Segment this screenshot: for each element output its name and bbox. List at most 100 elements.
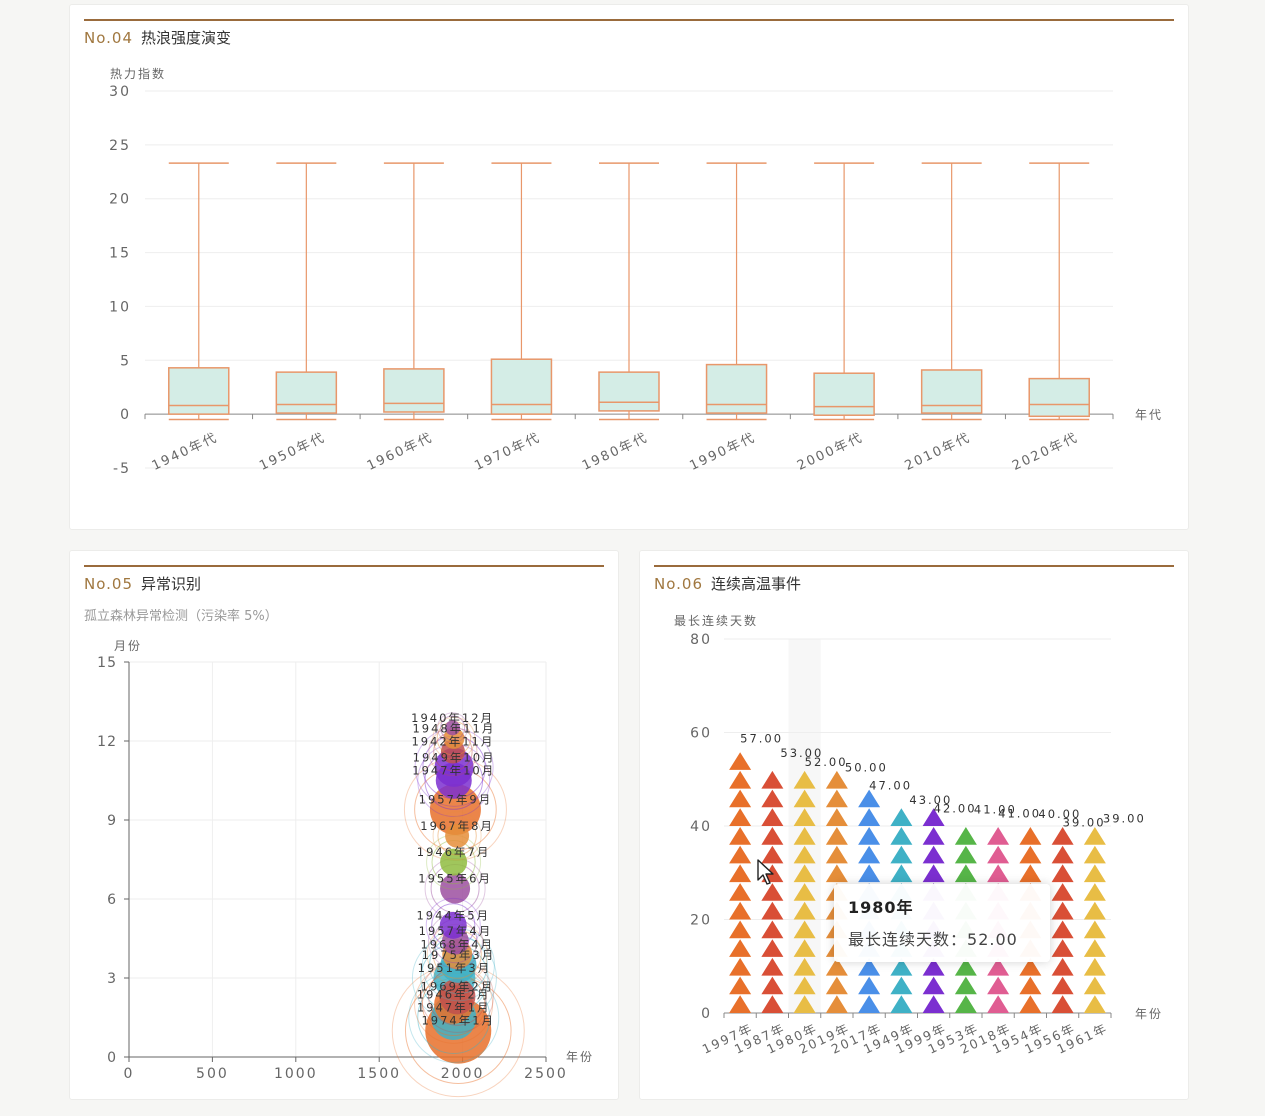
panel-heatwave-intensity: No.04 热浪强度演变 -5 0 5 10 15 20 25 30 热力指数 年代 1940年代 19… bbox=[69, 4, 1189, 530]
scatter-point-label: 1940年12月 bbox=[411, 711, 494, 725]
y-tick-label: 0 bbox=[120, 407, 131, 423]
scatter-point bbox=[439, 911, 467, 939]
y-tick-label: 15 bbox=[97, 655, 117, 671]
y-axis-title: 最长连续天数 bbox=[674, 613, 758, 628]
panel-title: No.04 热浪强度演变 bbox=[84, 27, 231, 48]
pictorial-bar bbox=[761, 770, 784, 1013]
scatter-ripple bbox=[432, 716, 476, 760]
scatter-ripple bbox=[437, 816, 477, 856]
panel-top-rule bbox=[654, 565, 1174, 567]
y-tick-label: 25 bbox=[109, 138, 131, 154]
scatter-point-label: 1946年2月 bbox=[417, 987, 491, 1001]
box-iqr bbox=[1028, 377, 1090, 418]
scatter-ripple bbox=[432, 811, 482, 861]
y-tick-label: 15 bbox=[109, 246, 131, 262]
scatter-point-label: 1957年4月 bbox=[419, 924, 493, 938]
scatter-point bbox=[440, 873, 471, 904]
y-tick-label: 80 bbox=[690, 632, 712, 648]
scatter-point-label: 1947年10月 bbox=[412, 764, 495, 778]
bar-value-label: 39.00 bbox=[1103, 812, 1146, 826]
scatter-point-label: 1969年2月 bbox=[421, 979, 495, 993]
y-tick-label: 3 bbox=[107, 971, 117, 987]
box-iqr bbox=[490, 358, 553, 415]
chart-subtitle: 孤立森林异常检测（污染率 5%） bbox=[84, 609, 278, 624]
scatter-chart[interactable]: 0 500 1000 1500 2000 250003691215月份年份1974年1月1… bbox=[70, 551, 620, 1101]
bar-value-label: 41.00 bbox=[998, 806, 1041, 820]
pictorial-bar bbox=[987, 827, 1010, 1013]
tooltip-title: 1980年 bbox=[848, 898, 914, 917]
box-iqr bbox=[705, 363, 768, 414]
y-axis-title: 热力指数 bbox=[110, 66, 166, 81]
scatter-point-label: 1942年11月 bbox=[411, 735, 494, 749]
y-tick-label: 6 bbox=[107, 892, 117, 908]
y-tick-label: -5 bbox=[113, 461, 131, 477]
y-axis-title: 月份 bbox=[114, 639, 142, 653]
bar-value-label: 41.00 bbox=[974, 802, 1017, 816]
scatter-ripple bbox=[440, 715, 466, 741]
x-tick-label: 2000 bbox=[441, 1066, 485, 1082]
box-iqr bbox=[383, 368, 445, 413]
x-axis-title: 年份 bbox=[566, 1050, 594, 1064]
scatter-point-label: 1944年5月 bbox=[416, 908, 490, 922]
y-tick-label: 30 bbox=[109, 84, 131, 100]
x-tick-label: 2020年代 bbox=[1010, 430, 1081, 474]
x-tick-label: 2000年代 bbox=[795, 430, 866, 474]
scatter-point bbox=[429, 783, 481, 835]
scatter-point bbox=[440, 848, 468, 876]
x-tick-label: 1980年代 bbox=[580, 430, 651, 474]
panel-title: No.06 连续高温事件 bbox=[654, 573, 801, 594]
bar-value-label: 42.00 bbox=[934, 802, 977, 816]
chart-tooltip: 1980年 最长连续天数：52.00 bbox=[834, 884, 1050, 962]
scatter-point-label: 1949年10月 bbox=[413, 750, 496, 764]
bar-value-label: 52.00 bbox=[805, 755, 848, 769]
bar-value-label: 50.00 bbox=[845, 760, 888, 774]
y-tick-label: 60 bbox=[690, 726, 712, 742]
panel-number: No.04 bbox=[84, 29, 133, 47]
pictorial-bar bbox=[1051, 827, 1074, 1013]
panel-top-rule bbox=[84, 19, 1174, 21]
panel-consecutive-heat: No.06 连续高温事件 0 20 40 60 80 最长连续天数 年份 57.00 1997年 5… bbox=[639, 550, 1189, 1100]
panel-anomaly-detection: No.05 异常识别 孤立森林异常检测（污染率 5%） 0 500 1000 1500 2… bbox=[69, 550, 619, 1100]
x-axis-title: 年代 bbox=[1135, 408, 1163, 422]
pictorial-bar-chart[interactable]: 020406080最长连续天数年份57.001997年53.001987年52.… bbox=[640, 551, 1190, 1101]
box-iqr bbox=[598, 371, 660, 412]
scatter-point-label: 1967年8月 bbox=[420, 819, 494, 833]
scatter-point-label: 1951年3月 bbox=[418, 961, 492, 975]
tooltip-row: 最长连续天数：52.00 bbox=[848, 926, 1036, 950]
pictorial-bar bbox=[954, 827, 977, 1013]
panel-top-rule bbox=[84, 565, 604, 567]
x-tick-label: 1990年代 bbox=[687, 430, 758, 474]
x-tick-label: 2500 bbox=[524, 1066, 568, 1082]
scatter-ripple bbox=[431, 903, 476, 948]
bar-value-label: 40.00 bbox=[1038, 807, 1081, 821]
scatter-point bbox=[445, 823, 470, 848]
tooltip-value: 52.00 bbox=[967, 930, 1018, 949]
y-tick-label: 9 bbox=[107, 813, 117, 829]
mouse-cursor-icon bbox=[757, 859, 774, 885]
panel-title-text: 连续高温事件 bbox=[711, 575, 802, 593]
pictorial-bar bbox=[858, 789, 881, 1013]
scatter-ripple bbox=[425, 897, 481, 953]
bar-value-label: 53.00 bbox=[780, 746, 823, 760]
y-tick-label: 20 bbox=[690, 913, 712, 929]
scatter-point-label: 1947年1月 bbox=[417, 1001, 491, 1015]
tooltip-label: 最长连续天数： bbox=[848, 930, 968, 949]
x-tick-label: 1950年代 bbox=[257, 430, 328, 474]
bar-value-label: 43.00 bbox=[909, 793, 952, 807]
y-tick-label: 5 bbox=[120, 353, 131, 369]
y-tick-label: 10 bbox=[109, 299, 131, 315]
x-tick-label: 1940年代 bbox=[150, 430, 221, 474]
scatter-point bbox=[435, 762, 472, 799]
scatter-point bbox=[439, 978, 476, 1015]
scatter-point-label: 1974年1月 bbox=[421, 1014, 495, 1028]
y-tick-label: 0 bbox=[107, 1050, 117, 1066]
scatter-ripple bbox=[437, 712, 469, 744]
scatter-point-label: 1957年9月 bbox=[419, 792, 493, 806]
panel-title: No.05 异常识别 bbox=[84, 573, 201, 594]
y-tick-label: 12 bbox=[97, 734, 117, 750]
scatter-point-label: 1968年4月 bbox=[420, 937, 494, 951]
x-tick-label: 1000 bbox=[274, 1066, 318, 1082]
x-tick-label: 0 bbox=[124, 1066, 135, 1082]
x-tick-label: 2010年代 bbox=[903, 430, 974, 474]
